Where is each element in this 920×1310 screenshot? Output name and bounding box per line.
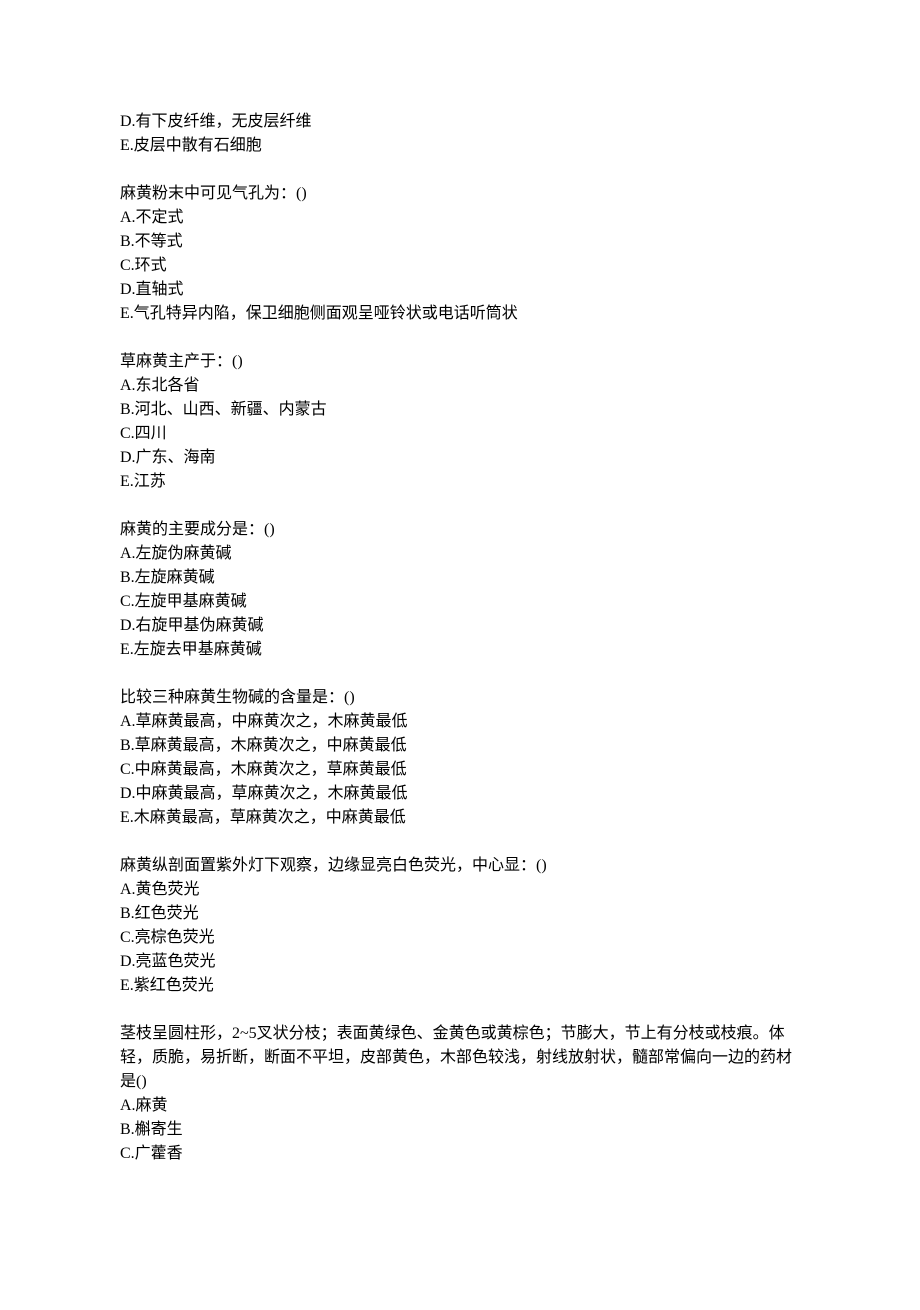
option-b: B.河北、山西、新疆、内蒙古 bbox=[120, 398, 800, 422]
option-d: D.有下皮纤维，无皮层纤维 bbox=[120, 110, 800, 134]
option-a: A.黄色荧光 bbox=[120, 878, 800, 902]
question-6: 茎枝呈圆柱形，2~5叉状分枝；表面黄绿色、金黄色或黄棕色；节膨大，节上有分枝或枝… bbox=[120, 1022, 800, 1166]
option-b: B.红色荧光 bbox=[120, 902, 800, 926]
question-stem: 草麻黄主产于：() bbox=[120, 350, 800, 374]
option-c: C.中麻黄最高，木麻黄次之，草麻黄最低 bbox=[120, 758, 800, 782]
option-c: C.四川 bbox=[120, 422, 800, 446]
question-5: 麻黄纵剖面置紫外灯下观察，边缘显亮白色荧光，中心显：() A.黄色荧光 B.红色… bbox=[120, 854, 800, 998]
option-b: B.不等式 bbox=[120, 230, 800, 254]
option-a: A.东北各省 bbox=[120, 374, 800, 398]
question-stem: 茎枝呈圆柱形，2~5叉状分枝；表面黄绿色、金黄色或黄棕色；节膨大，节上有分枝或枝… bbox=[120, 1022, 800, 1094]
continuation-options: D.有下皮纤维，无皮层纤维 E.皮层中散有石细胞 bbox=[120, 110, 800, 158]
question-stem: 麻黄粉末中可见气孔为：() bbox=[120, 182, 800, 206]
question-2: 草麻黄主产于：() A.东北各省 B.河北、山西、新疆、内蒙古 C.四川 D.广… bbox=[120, 350, 800, 494]
option-d: D.中麻黄最高，草麻黄次之，木麻黄最低 bbox=[120, 782, 800, 806]
option-e: E.江苏 bbox=[120, 470, 800, 494]
option-e: E.紫红色荧光 bbox=[120, 974, 800, 998]
option-d: D.亮蓝色荧光 bbox=[120, 950, 800, 974]
question-stem: 比较三种麻黄生物碱的含量是：() bbox=[120, 686, 800, 710]
option-c: C.左旋甲基麻黄碱 bbox=[120, 590, 800, 614]
option-c: C.亮棕色荧光 bbox=[120, 926, 800, 950]
question-stem: 麻黄的主要成分是：() bbox=[120, 518, 800, 542]
option-e: E.皮层中散有石细胞 bbox=[120, 134, 800, 158]
option-a: A.不定式 bbox=[120, 206, 800, 230]
question-1: 麻黄粉末中可见气孔为：() A.不定式 B.不等式 C.环式 D.直轴式 E.气… bbox=[120, 182, 800, 326]
question-stem: 麻黄纵剖面置紫外灯下观察，边缘显亮白色荧光，中心显：() bbox=[120, 854, 800, 878]
option-a: A.麻黄 bbox=[120, 1094, 800, 1118]
option-a: A.草麻黄最高，中麻黄次之，木麻黄最低 bbox=[120, 710, 800, 734]
option-e: E.左旋去甲基麻黄碱 bbox=[120, 638, 800, 662]
option-d: D.右旋甲基伪麻黄碱 bbox=[120, 614, 800, 638]
option-b: B.槲寄生 bbox=[120, 1118, 800, 1142]
option-e: E.木麻黄最高，草麻黄次之，中麻黄最低 bbox=[120, 806, 800, 830]
option-e: E.气孔特异内陷，保卫细胞侧面观呈哑铃状或电话听筒状 bbox=[120, 302, 800, 326]
option-b: B.左旋麻黄碱 bbox=[120, 566, 800, 590]
option-c: C.环式 bbox=[120, 254, 800, 278]
option-d: D.广东、海南 bbox=[120, 446, 800, 470]
option-d: D.直轴式 bbox=[120, 278, 800, 302]
question-4: 比较三种麻黄生物碱的含量是：() A.草麻黄最高，中麻黄次之，木麻黄最低 B.草… bbox=[120, 686, 800, 830]
option-c: C.广藿香 bbox=[120, 1142, 800, 1166]
option-b: B.草麻黄最高，木麻黄次之，中麻黄最低 bbox=[120, 734, 800, 758]
option-a: A.左旋伪麻黄碱 bbox=[120, 542, 800, 566]
question-3: 麻黄的主要成分是：() A.左旋伪麻黄碱 B.左旋麻黄碱 C.左旋甲基麻黄碱 D… bbox=[120, 518, 800, 662]
